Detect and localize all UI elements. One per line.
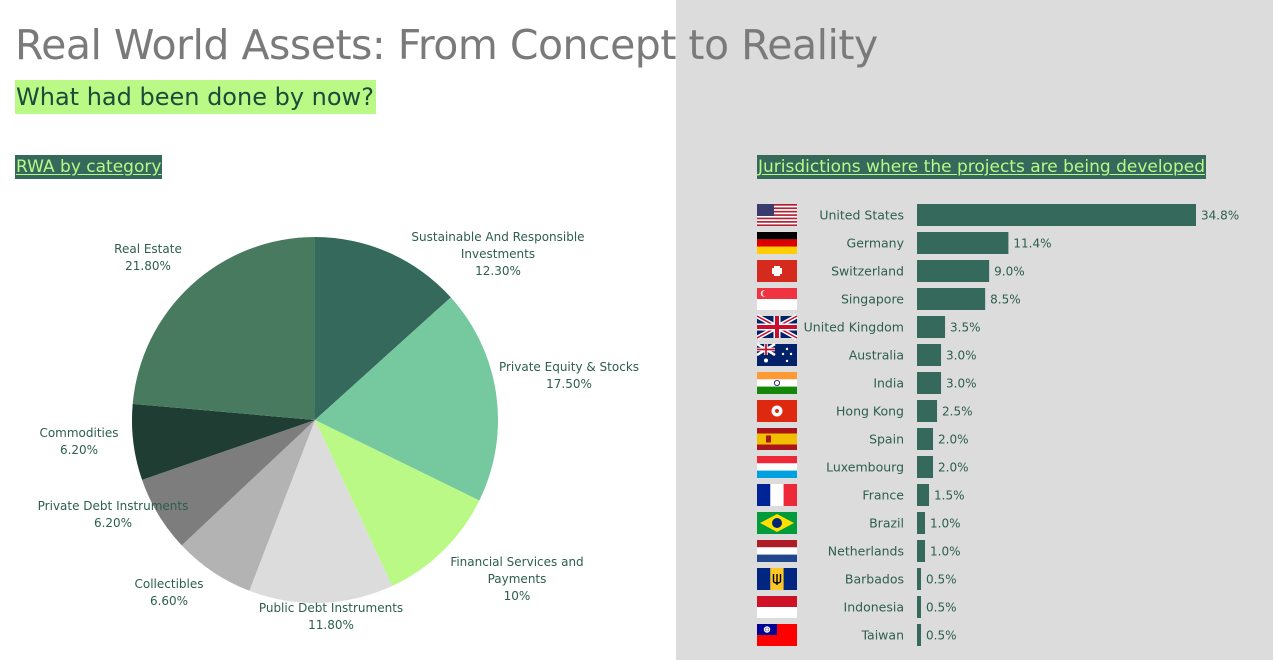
bar-chart-title: Jurisdictions where the projects are bei… xyxy=(757,155,1206,179)
bar-value-label: 2.5% xyxy=(942,405,973,419)
pie-slice-category-label: Investments xyxy=(461,247,535,261)
bar xyxy=(917,624,922,646)
brazil-flag-icon xyxy=(757,512,797,534)
bar xyxy=(917,540,926,562)
us-flag-icon xyxy=(757,204,797,226)
bar-value-label: 11.4% xyxy=(1013,237,1051,251)
spain-flag-icon xyxy=(757,428,797,450)
pie-slice-category-label: Public Debt Instruments xyxy=(259,601,403,615)
pie-slice-value-label: 6.60% xyxy=(150,594,188,608)
bar xyxy=(917,288,986,310)
pie-slice-category-label: Collectibles xyxy=(135,577,204,591)
pie-slice-category-label: Real Estate xyxy=(114,242,182,256)
pie-slice xyxy=(249,420,393,603)
pie-slice-category-label: Financial Services and xyxy=(450,555,583,569)
bar-category-label: United States xyxy=(819,208,904,223)
bar-value-label: 34.8% xyxy=(1201,209,1239,223)
hong-kong-flag-icon xyxy=(757,400,797,422)
bar-value-label: 0.5% xyxy=(926,573,957,587)
pie-slice xyxy=(131,403,315,480)
bar-category-label: France xyxy=(862,488,904,503)
bar-value-label: 9.0% xyxy=(994,265,1025,279)
pie-slice xyxy=(132,237,315,420)
singapore-flag-icon xyxy=(757,288,797,310)
bar xyxy=(917,456,934,478)
country-flags xyxy=(757,204,799,646)
pie-slice-category-label: Commodities xyxy=(39,426,118,440)
bar xyxy=(917,232,1009,254)
uk-flag-icon xyxy=(757,314,799,340)
bar-category-label: Netherlands xyxy=(828,544,904,559)
bar-category-label: India xyxy=(873,376,904,391)
pie-slice-value-label: 17.50% xyxy=(546,377,592,391)
bar xyxy=(917,372,942,394)
bar-category-label: Barbados xyxy=(845,572,904,587)
bar xyxy=(917,400,938,422)
pie-slice-value-label: 6.20% xyxy=(94,516,132,530)
pie-slice-value-label: 11.80% xyxy=(308,618,354,632)
pie-slice-category-label: Sustainable And Responsible xyxy=(411,230,584,244)
bar-value-label: 0.5% xyxy=(926,629,957,643)
pie-slice-category-label: Private Equity & Stocks xyxy=(499,360,639,374)
rwa-category-pie-chart: Sustainable And Responsible Investments 12… xyxy=(38,230,639,632)
bar-value-label: 0.5% xyxy=(926,601,957,615)
barbados-flag-icon xyxy=(757,568,797,590)
bar-value-label: 8.5% xyxy=(990,293,1021,307)
pie-slice-value-label: 10% xyxy=(504,589,531,603)
bar-category-label: Singapore xyxy=(841,292,904,307)
bar-category-label: United Kingdom xyxy=(804,320,904,335)
pie-slice xyxy=(315,420,480,586)
indonesia-flag-icon xyxy=(757,596,797,618)
bar-value-label: 2.0% xyxy=(938,433,969,447)
bar-category-label: Indonesia xyxy=(844,600,904,615)
bar xyxy=(917,484,930,506)
jurisdictions-bar-chart: United States 34.8% Germany 11.4% Switzerlan… xyxy=(804,204,1239,646)
netherlands-flag-icon xyxy=(757,540,797,562)
taiwan-flag-icon xyxy=(757,624,797,646)
bar-category-label: Brazil xyxy=(869,516,904,531)
bar xyxy=(917,316,946,338)
bar xyxy=(917,428,934,450)
bar-value-label: 1.0% xyxy=(930,517,961,531)
bar-category-label: Taiwan xyxy=(860,628,904,643)
bar-value-label: 2.0% xyxy=(938,461,969,475)
pie-slice-category-label: Payments xyxy=(488,572,547,586)
switzerland-flag-icon xyxy=(757,260,797,282)
australia-flag-icon xyxy=(757,342,797,366)
bar xyxy=(917,596,922,618)
pie-slice xyxy=(315,297,498,501)
pie-slice-category-label: Private Debt Instruments xyxy=(38,499,189,513)
france-flag-icon xyxy=(757,484,797,506)
pie-slice-value-label: 12.30% xyxy=(475,264,521,278)
luxembourg-flag-icon xyxy=(757,456,797,478)
page-title: Real World Assets: From Concept to Reali… xyxy=(15,21,878,69)
pie-slice xyxy=(181,420,315,591)
bar-category-label: Germany xyxy=(847,236,905,251)
bar xyxy=(917,260,990,282)
bar-category-label: Spain xyxy=(869,432,904,447)
bar-value-label: 3.0% xyxy=(946,377,977,391)
bar-category-label: Switzerland xyxy=(831,264,904,279)
bar-category-label: Luxembourg xyxy=(826,460,904,475)
bar-value-label: 1.0% xyxy=(930,545,961,559)
pie-slice xyxy=(315,237,451,420)
bar-category-label: Australia xyxy=(849,348,904,363)
bar-value-label: 1.5% xyxy=(934,489,965,503)
pie-slice xyxy=(142,420,315,546)
india-flag-icon xyxy=(757,372,797,394)
bar xyxy=(917,568,922,590)
pie-slice-value-label: 6.20% xyxy=(60,443,98,457)
bar xyxy=(917,204,1196,226)
pie-chart-title: RWA by category xyxy=(15,155,163,179)
pie-slice-value-label: 21.80% xyxy=(125,259,171,273)
bar-value-label: 3.0% xyxy=(946,349,977,363)
page-subtitle: What had been done by now? xyxy=(15,80,376,114)
germany-flag-icon xyxy=(757,232,797,254)
bar-value-label: 3.5% xyxy=(950,321,981,335)
bar-category-label: Hong Kong xyxy=(836,404,904,419)
bar xyxy=(917,344,942,366)
bar xyxy=(917,512,926,534)
